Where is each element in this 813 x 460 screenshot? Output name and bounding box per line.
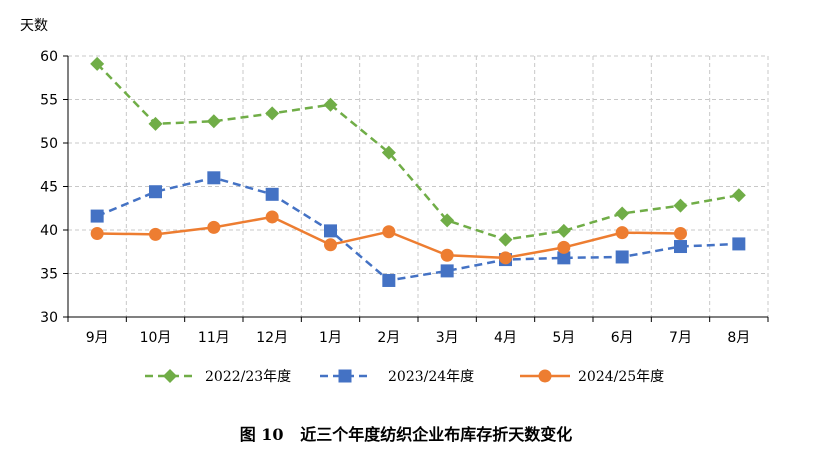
x-tick-label: 5月: [552, 330, 575, 346]
data-point: [323, 97, 338, 112]
x-tick-label: 7月: [669, 330, 692, 346]
legend-marker: [163, 369, 177, 383]
x-tick-label: 1月: [319, 330, 342, 346]
figure-caption: 图 10 近三个年度纺织企业布库存折天数变化: [240, 425, 573, 444]
y-tick-label: 45: [40, 180, 58, 196]
data-point: [265, 187, 279, 201]
legend-item-2: 2023/24年度: [320, 369, 474, 385]
y-tick-label: 50: [40, 136, 58, 152]
data-point: [90, 226, 104, 240]
x-tick-label: 10月: [140, 330, 172, 346]
data-point: [440, 213, 455, 228]
x-tick-label: 8月: [727, 330, 750, 346]
data-point: [440, 264, 454, 278]
legend-label: 2024/25年度: [578, 369, 664, 385]
data-point: [149, 227, 162, 241]
data-point: [265, 106, 280, 121]
data-point: [557, 251, 571, 265]
data-point: [382, 225, 396, 239]
y-tick-label: 55: [40, 93, 58, 109]
series-line: [96, 62, 740, 241]
data-point: [557, 240, 571, 254]
legend-label: 2023/24年度: [388, 369, 474, 385]
series-line: [96, 176, 739, 282]
data-point: [265, 210, 279, 224]
y-tick-label: 40: [40, 223, 58, 239]
data-point: [148, 116, 163, 131]
legend-marker: [338, 369, 352, 383]
legend-label: 2022/23年度: [205, 369, 291, 385]
axes: [63, 55, 769, 322]
x-tick-label: 11月: [198, 330, 230, 346]
x-tick-label: 6月: [611, 330, 634, 346]
data-point: [324, 224, 337, 238]
legend: 2022/23年度 2023/24年度 2024/25年度: [145, 369, 664, 385]
data-point: [207, 220, 221, 234]
y-tick-labels: 30 35 40 45 50 55 60: [40, 49, 58, 326]
data-point: [732, 237, 746, 251]
data-point: [206, 114, 221, 129]
data-point: [90, 209, 104, 223]
series-lines: [90, 56, 746, 287]
data-point: [499, 251, 512, 265]
x-tick-label: 4月: [494, 330, 517, 346]
data-point: [90, 56, 105, 71]
data-point: [615, 206, 630, 221]
data-point: [498, 232, 513, 247]
data-point: [324, 238, 337, 252]
data-point: [731, 188, 746, 203]
series-1: [90, 56, 746, 247]
x-tick-label: 9月: [86, 330, 109, 346]
x-tick-label: 12月: [256, 330, 288, 346]
y-axis-label: 天数: [20, 18, 48, 34]
data-point: [207, 171, 221, 185]
y-tick-label: 30: [40, 310, 58, 326]
x-tick-label: 3月: [436, 330, 459, 346]
legend-item-3: 2024/25年度: [520, 369, 664, 385]
legend-item-1: 2022/23年度: [145, 369, 291, 385]
data-point: [381, 145, 396, 160]
data-point: [556, 223, 571, 238]
x-tick-labels: 9月 10月 11月 12月 1月 2月 3月 4月 5月 6月 7月 8月: [86, 330, 751, 346]
series-3: [90, 210, 687, 265]
legend-marker: [538, 369, 552, 383]
data-point: [674, 240, 687, 254]
data-point: [615, 226, 629, 240]
data-point: [674, 226, 687, 240]
x-tick-label: 2月: [377, 330, 400, 346]
y-tick-label: 60: [40, 49, 58, 65]
data-point: [382, 273, 396, 287]
data-point: [673, 198, 688, 213]
y-tick-label: 35: [40, 267, 58, 283]
data-point: [440, 248, 454, 262]
data-point: [615, 250, 629, 264]
data-point: [149, 185, 162, 199]
gridlines: [68, 55, 769, 317]
